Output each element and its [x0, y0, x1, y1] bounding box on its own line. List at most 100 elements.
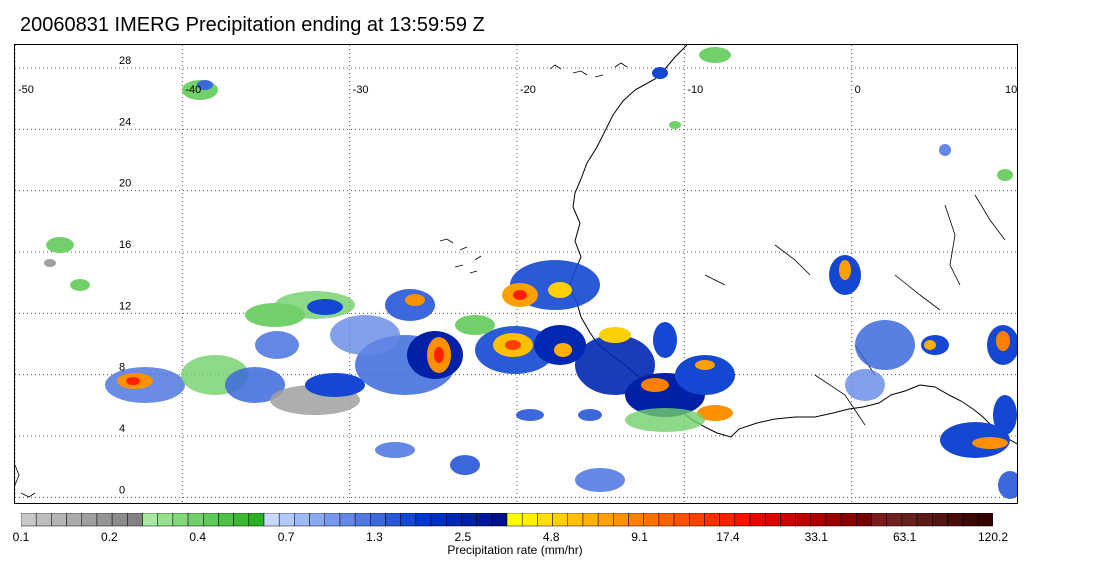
colorbar-swatch — [734, 513, 751, 527]
colorbar-swatch — [673, 513, 690, 527]
colorbar-swatch — [430, 513, 447, 527]
colorbar-swatch — [370, 513, 386, 527]
south-america-coast — [15, 464, 36, 498]
colorbar-tick-label: 63.1 — [892, 530, 917, 544]
colorbar-swatch — [780, 513, 796, 527]
colorbar-swatch — [719, 513, 736, 527]
colorbar-tick-label: 2.5 — [454, 530, 472, 544]
colorbar-swatch — [582, 513, 599, 527]
colorbar-swatch — [476, 513, 493, 527]
colorbar-swatch — [415, 513, 432, 527]
colorbar-swatch — [810, 513, 827, 527]
colorbar-swatch — [764, 513, 781, 527]
river-lines — [704, 194, 1006, 426]
colorbar-swatch — [567, 513, 584, 527]
colorbar-swatch — [339, 513, 356, 527]
colorbar-swatch — [446, 513, 462, 527]
axis-labels: -50 -40 -30 -20 -10 0 10 28 24 20 16 12 8 4 0 — [18, 55, 1017, 496]
cape-verde-islands — [439, 238, 482, 274]
colorbar-swatch — [385, 513, 401, 527]
colorbar-swatch — [111, 513, 128, 527]
colorbar-swatch — [172, 513, 189, 527]
lat-tick-label: 8 — [119, 362, 125, 374]
colorbar-swatch — [66, 513, 82, 527]
colorbar-swatch — [840, 513, 857, 527]
colorbar-swatch — [400, 513, 417, 527]
colorbar-swatch — [521, 513, 538, 527]
colorbar-swatch — [795, 513, 811, 527]
colorbar-swatch — [491, 513, 508, 527]
colorbar-swatch — [309, 513, 325, 527]
colorbar-swatch — [856, 513, 872, 527]
colorbar-swatch — [248, 513, 265, 527]
colorbar-swatch — [461, 513, 477, 527]
colorbar-swatch — [932, 513, 948, 527]
lat-tick-label: 12 — [119, 300, 131, 312]
colorbar-swatch — [886, 513, 903, 527]
colorbar-tick-label: 0.4 — [189, 530, 207, 544]
colorbar-swatch — [21, 513, 37, 527]
colorbar-swatch — [689, 513, 705, 527]
colorbar-swatch — [916, 513, 933, 527]
lon-tick-label: 0 — [855, 84, 861, 96]
colorbar-swatch — [203, 513, 219, 527]
colorbar-swatch — [658, 513, 675, 527]
colorbar-swatch — [962, 513, 979, 527]
colorbar-swatch — [552, 513, 568, 527]
colorbar-tick-label: 1.3 — [366, 530, 383, 544]
colorbar-swatch — [294, 513, 310, 527]
lon-tick-label: -40 — [185, 84, 201, 96]
lat-tick-label: 16 — [119, 239, 131, 251]
canary-islands — [549, 62, 628, 78]
colorbar-tick-label: 9.1 — [631, 530, 648, 544]
colorbar-tick-label: 0.2 — [101, 530, 118, 544]
colorbar-swatch — [324, 513, 341, 527]
colorbar-swatch — [613, 513, 629, 527]
colorbar-swatch — [643, 513, 660, 527]
map-canvas: -50 -40 -30 -20 -10 0 10 28 24 20 16 12 8 4 0 — [15, 45, 1017, 503]
precipitation-colorbar — [21, 513, 993, 527]
lat-tick-label: 0 — [119, 484, 125, 496]
colorbar-swatch — [871, 513, 887, 527]
colorbar-swatch — [157, 513, 174, 527]
colorbar-swatch — [628, 513, 644, 527]
colorbar-swatch — [233, 513, 250, 527]
lon-tick-label: -30 — [353, 84, 369, 96]
colorbar-swatch — [597, 513, 614, 527]
lat-tick-label: 28 — [119, 55, 131, 67]
colorbar-swatch — [825, 513, 842, 527]
colorbar-swatch — [187, 513, 204, 527]
lon-tick-label: -10 — [687, 84, 703, 96]
colorbar-swatch — [537, 513, 553, 527]
colorbar-swatch — [947, 513, 963, 527]
colorbar-swatch — [51, 513, 67, 527]
colorbar-swatch — [35, 513, 52, 527]
colorbar-swatch — [218, 513, 234, 527]
colorbar-title: Precipitation rate (mm/hr) — [447, 543, 583, 557]
colorbar-tick-label: 0.1 — [12, 530, 30, 544]
lat-tick-label: 20 — [119, 178, 131, 190]
colorbar-swatch — [749, 513, 766, 527]
colorbar-swatch — [263, 513, 280, 527]
colorbar-swatch — [901, 513, 918, 527]
colorbar-swatch — [704, 513, 720, 527]
map-title: 20060831 IMERG Precipitation ending at 1… — [20, 14, 485, 36]
colorbar-swatch — [278, 513, 295, 527]
colorbar-tick-label: 33.1 — [804, 530, 828, 544]
colorbar-tick-label: 17.4 — [716, 530, 740, 544]
precipitation-map: -50 -40 -30 -20 -10 0 10 28 24 20 16 12 8 4 0 — [14, 44, 1018, 504]
colorbar-swatch — [81, 513, 98, 527]
lat-tick-label: 4 — [119, 423, 125, 435]
lat-tick-label: 24 — [119, 116, 131, 128]
colorbar-swatch — [354, 513, 371, 527]
colorbar-tick-label: 0.7 — [277, 530, 295, 544]
colorbar-swatch — [96, 513, 113, 527]
colorbar-swatch — [977, 513, 993, 527]
colorbar-swatch — [506, 513, 523, 527]
precipitation-field — [44, 47, 1017, 499]
lon-tick-label: -20 — [520, 84, 536, 96]
colorbar-swatch — [142, 513, 158, 527]
lon-tick-label: 10 — [1005, 84, 1017, 96]
lon-tick-label: -50 — [18, 84, 34, 96]
colorbar-tick-label: 120.2 — [977, 530, 1009, 544]
